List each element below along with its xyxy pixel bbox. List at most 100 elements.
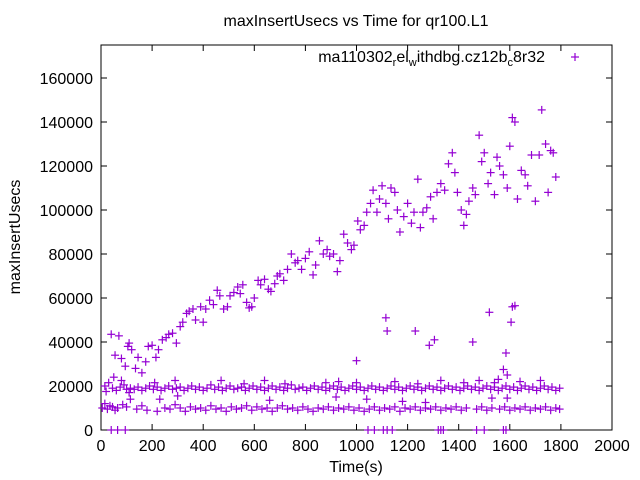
legend-label: ma110302relwithdbg.cz12bc8r32 <box>318 49 545 69</box>
data-point <box>457 206 466 214</box>
data-point <box>287 250 296 258</box>
data-point <box>544 188 553 197</box>
data-point <box>260 275 269 284</box>
data-point <box>187 382 196 390</box>
data-point <box>426 192 435 201</box>
data-point <box>459 221 468 230</box>
data-point <box>425 341 434 350</box>
data-point <box>233 283 242 291</box>
data-point <box>153 407 162 416</box>
data-point <box>266 287 275 296</box>
data-point <box>393 206 402 214</box>
data-point <box>510 301 519 310</box>
data-point <box>411 327 420 335</box>
data-point <box>211 405 220 414</box>
legend-subscript: w <box>408 57 417 69</box>
data-point <box>349 406 358 415</box>
y-tick-label: 0 <box>84 423 93 440</box>
chart-title: maxInsertUsecs vs Time for qr100.L1 <box>224 13 489 30</box>
data-point <box>399 212 408 221</box>
data-point <box>98 404 107 412</box>
legend: ma110302relwithdbg.cz12bc8r32 <box>318 49 579 69</box>
data-point <box>390 188 399 197</box>
data-point <box>319 405 328 414</box>
data-point <box>209 300 218 309</box>
data-point <box>141 357 150 366</box>
data-point <box>339 405 348 414</box>
data-point <box>291 385 300 394</box>
data-point <box>362 395 371 404</box>
data-point <box>503 371 512 379</box>
data-point <box>213 286 222 295</box>
data-point <box>123 342 132 351</box>
data-point <box>406 405 415 414</box>
data-point <box>490 378 499 387</box>
data-point <box>375 195 384 203</box>
legend-subscript: c <box>507 57 513 69</box>
data-point <box>121 362 130 371</box>
data-point <box>214 383 223 392</box>
data-point <box>495 162 504 170</box>
data-point <box>452 402 461 411</box>
data-point <box>263 404 272 412</box>
data-point <box>104 378 113 387</box>
data-point <box>339 230 348 239</box>
data-point <box>206 380 215 389</box>
data-point <box>188 305 197 313</box>
x-tick-label: 2000 <box>594 438 630 455</box>
legend-subscript: r <box>393 57 397 69</box>
data-point <box>495 405 504 414</box>
data-point <box>401 404 410 412</box>
data-point <box>278 401 287 410</box>
data-point <box>356 225 365 234</box>
data-point <box>490 190 499 199</box>
data-point <box>352 378 361 387</box>
data-point <box>112 386 121 395</box>
y-tick-label: 140000 <box>40 115 93 132</box>
data-point <box>137 401 146 410</box>
data-point <box>333 267 342 276</box>
data-point <box>217 404 226 412</box>
data-point <box>388 426 397 434</box>
x-tick-label: 0 <box>97 438 106 455</box>
x-tick-label: 1200 <box>390 438 426 455</box>
data-point <box>486 168 495 177</box>
data-point <box>247 302 256 311</box>
data-point <box>247 406 256 415</box>
data-point <box>309 270 318 279</box>
data-point <box>237 404 246 412</box>
data-point <box>407 219 416 228</box>
data-point <box>546 406 555 415</box>
data-point <box>510 404 519 412</box>
data-point <box>305 247 314 256</box>
data-point <box>431 402 440 411</box>
data-point <box>164 330 173 339</box>
data-point <box>121 426 130 434</box>
data-point <box>113 426 122 434</box>
data-point <box>375 383 384 392</box>
data-point <box>126 395 135 404</box>
data-point <box>403 199 412 208</box>
data-point <box>100 382 109 390</box>
y-tick-label: 40000 <box>49 335 94 352</box>
data-point <box>134 353 143 362</box>
data-point <box>537 105 546 114</box>
data-point <box>517 166 526 175</box>
data-point <box>100 399 109 408</box>
y-tick-label: 120000 <box>40 159 93 176</box>
data-point <box>315 236 324 245</box>
data-points <box>98 105 564 434</box>
data-point <box>164 382 173 390</box>
data-point <box>151 353 160 362</box>
data-point <box>301 254 310 263</box>
data-point <box>329 250 338 258</box>
data-point <box>528 383 537 392</box>
data-point <box>386 184 395 192</box>
x-axis: 0 200 400 600 800 1000 1200 1400 1600 1800 2000 <box>97 45 630 455</box>
data-point <box>436 376 445 385</box>
data-point <box>229 385 238 394</box>
data-point <box>109 373 118 382</box>
data-point <box>464 197 473 206</box>
data-point <box>540 382 549 390</box>
